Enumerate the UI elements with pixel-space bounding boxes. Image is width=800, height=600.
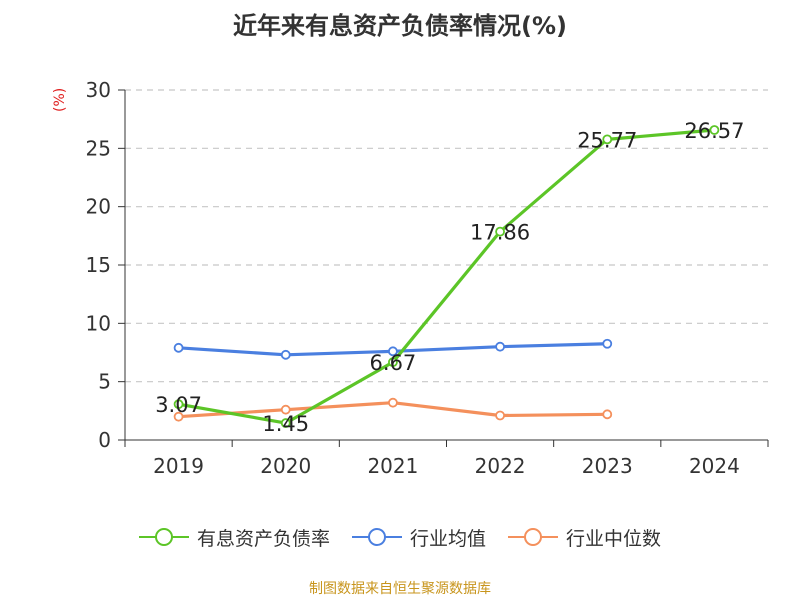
legend-marker-blue-icon	[351, 528, 402, 546]
legend-item-有息资产负债率[interactable]: 有息资产负债率	[138, 524, 330, 551]
legend-item-行业均值[interactable]: 行业均值	[351, 524, 486, 551]
x-tick-label: 2024	[689, 454, 740, 478]
data-point	[709, 125, 720, 135]
data-label: 1.45	[262, 412, 309, 436]
data-point	[388, 346, 398, 357]
data-point	[602, 134, 613, 145]
data-label: 6.67	[370, 351, 417, 375]
source-note: 制图数据来自恒生聚源数据库	[309, 581, 491, 597]
y-tick-label: 10	[86, 311, 111, 335]
data-point	[280, 349, 291, 360]
data-point	[173, 342, 184, 353]
data-point	[388, 397, 398, 408]
series-lines	[173, 125, 720, 428]
data-point	[495, 226, 505, 237]
y-tick-label: 15	[86, 253, 111, 277]
legend-label: 行业均值	[409, 527, 486, 550]
legend-marker-orange-icon	[508, 528, 558, 546]
data-labels: 3.07 1.45 6.67 17.86 25.77 26.57	[155, 119, 744, 436]
data-point	[602, 409, 613, 420]
data-point	[495, 410, 505, 421]
chart-title: 近年来有息资产负债率情况(%)	[233, 12, 567, 40]
data-point	[388, 357, 398, 368]
x-tick-label: 2021	[367, 454, 418, 478]
data-point	[173, 411, 184, 422]
legend-label: 有息资产负债率	[196, 527, 330, 550]
y-tick-label: 0	[98, 428, 111, 452]
grid-lines	[125, 89, 768, 383]
y-tick-label: 30	[86, 78, 111, 102]
data-point	[280, 404, 291, 415]
data-label: 25.77	[577, 128, 637, 152]
y-tick-label: 5	[98, 370, 111, 394]
axes: 0 5 10 15 20 25 30 2019 2020 2021 2022 2023 2024	[86, 78, 769, 478]
x-tick-label: 2023	[582, 454, 633, 478]
data-label: 26.57	[684, 119, 744, 143]
legend-label: 行业中位数	[566, 527, 662, 550]
data-point	[602, 338, 613, 349]
x-tick-label: 2020	[260, 454, 311, 478]
data-point	[280, 418, 291, 428]
series-line-有息资产负债率	[178, 128, 715, 425]
legend-item-行业中位数[interactable]: 行业中位数	[508, 524, 661, 551]
x-tick-label: 2022	[475, 454, 526, 478]
data-point	[495, 341, 505, 352]
data-label: 17.86	[470, 221, 530, 245]
y-tick-label: 20	[86, 195, 111, 219]
data-point	[173, 399, 184, 410]
legend-marker-green-icon	[138, 528, 189, 546]
x-tick-label: 2019	[153, 454, 204, 478]
legend: 有息资产负债率 行业均值 行业中位数	[0, 520, 800, 554]
y-tick-label: 25	[86, 136, 111, 160]
data-label: 3.07	[155, 393, 202, 417]
